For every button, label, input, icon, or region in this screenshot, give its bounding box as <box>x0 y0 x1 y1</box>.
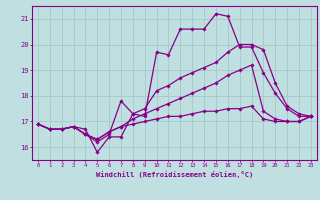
X-axis label: Windchill (Refroidissement éolien,°C): Windchill (Refroidissement éolien,°C) <box>96 171 253 178</box>
